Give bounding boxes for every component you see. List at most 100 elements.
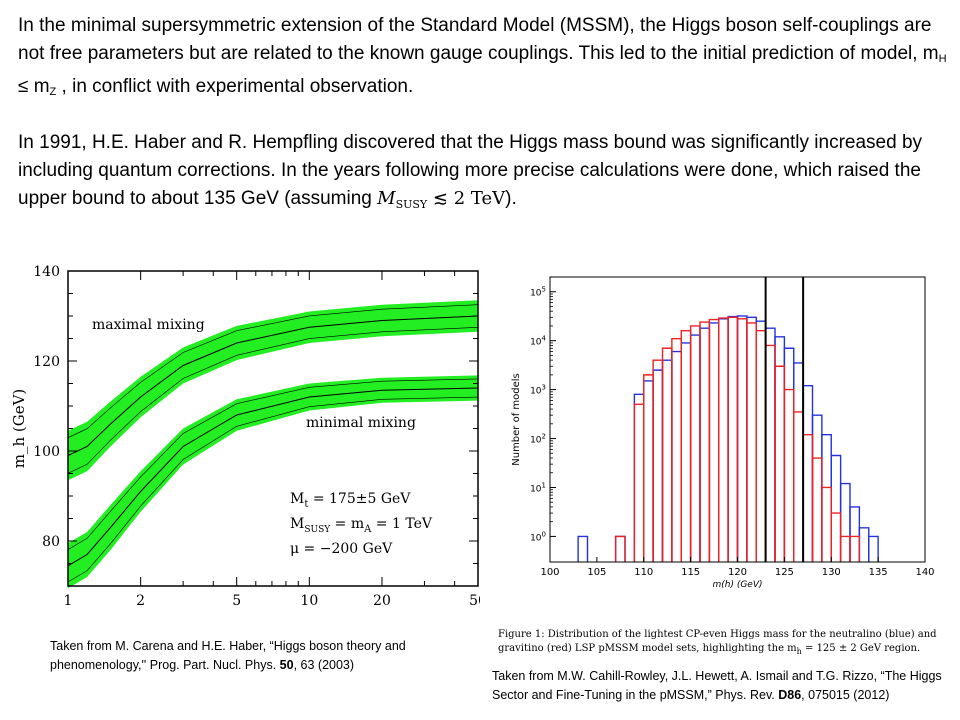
histogram-bin-gravitino bbox=[839, 535, 851, 562]
y-tick-label: 120 bbox=[33, 354, 60, 370]
histogram-bin-neutralino bbox=[614, 535, 626, 562]
left-cite-journal: Prog. Part. Nucl. Phys. bbox=[149, 658, 280, 672]
histogram-bin-gravitino bbox=[643, 374, 654, 562]
higgs-mass-vs-tanbeta-chart: 80100120140125102050tan βm_h (GeV) maxim… bbox=[10, 264, 480, 609]
y-tick-label: 102 bbox=[530, 433, 546, 446]
histogram-bin-gravitino bbox=[821, 486, 832, 562]
history-paragraph: In 1991, H.E. Haber and R. Hempfling dis… bbox=[18, 129, 948, 219]
histogram-bin-gravitino bbox=[633, 403, 645, 562]
x-tick-label: 1 bbox=[64, 593, 73, 609]
x-tick-label: 110 bbox=[634, 567, 653, 578]
histogram-bin-neutralino bbox=[830, 454, 842, 562]
histogram-bin-neutralino bbox=[652, 369, 664, 562]
intro-sub-z: Z bbox=[49, 86, 57, 98]
x-tick-label: 125 bbox=[775, 567, 794, 578]
histogram-bin-gravitino bbox=[793, 411, 804, 562]
histogram-bin-neutralino bbox=[736, 315, 748, 562]
edge-line-0-0 bbox=[67, 304, 479, 438]
histogram-bin-neutralino bbox=[858, 527, 870, 562]
x-tick-label: 135 bbox=[869, 567, 888, 578]
x-tick-label: 105 bbox=[587, 567, 606, 578]
histogram-bin-gravitino bbox=[746, 322, 757, 562]
histogram-bin-neutralino bbox=[811, 414, 823, 562]
histogram-bin-neutralino bbox=[699, 327, 711, 562]
msusy-math: MSUSY ≲ 2 TeV bbox=[377, 188, 506, 211]
y-tick-label: 103 bbox=[530, 384, 546, 397]
histogram-bin-gravitino bbox=[708, 318, 720, 562]
histogram-bin-neutralino bbox=[689, 334, 701, 562]
histogram-bin-gravitino bbox=[830, 512, 842, 562]
histogram-bin-gravitino bbox=[783, 388, 795, 562]
math-rest: ≲ 2 TeV bbox=[427, 188, 506, 209]
x-tick-label: 20 bbox=[373, 593, 391, 609]
x-tick-label: 50 bbox=[469, 593, 480, 609]
histogram-bin-neutralino bbox=[633, 393, 645, 562]
y-tick-label: 101 bbox=[530, 481, 546, 494]
histogram-bin-gravitino bbox=[718, 317, 729, 562]
intro-leq: ≤ m bbox=[18, 76, 50, 97]
annotation-mu: μ = −200 GeV bbox=[290, 541, 393, 557]
x-tick-label: 5 bbox=[232, 593, 241, 609]
band-layer bbox=[68, 300, 478, 589]
histogram-bin-gravitino bbox=[736, 318, 748, 562]
math-sub-susy: SUSY bbox=[395, 198, 428, 211]
annotation-mt: Mt = 175±5 GeV bbox=[290, 491, 411, 510]
right-cite-title: Taken from M.W. Cahill-Rowley, J.L. Hewe… bbox=[492, 669, 942, 702]
histogram-bin-gravitino bbox=[661, 347, 673, 562]
left-cite-title: Taken from M. Carena and H.E. Haber, “Hi… bbox=[50, 639, 406, 672]
y-tick-label: 100 bbox=[33, 444, 60, 460]
x-tick-label: 120 bbox=[728, 567, 747, 578]
histogram-bin-neutralino bbox=[755, 320, 767, 562]
histogram-bin-neutralino bbox=[577, 535, 589, 562]
histogram-bin-neutralino bbox=[868, 535, 879, 562]
histogram-bin-neutralino bbox=[783, 347, 795, 562]
figure-1-sub: h bbox=[796, 647, 802, 656]
axes-layer: 100 105 110 115 120 125 130 135 140 100 101 102 103 1… bbox=[511, 276, 935, 590]
math-m: M bbox=[377, 188, 396, 209]
axes-layer: 80100120140125102050tan βm_h (GeV) bbox=[10, 264, 480, 609]
y-tick-label: 140 bbox=[33, 264, 60, 280]
figure-1-end: = 125 ± 2 GeV region. bbox=[801, 643, 921, 654]
histogram-bin-gravitino bbox=[680, 329, 692, 562]
y-axis-label: m_h (GeV) bbox=[10, 389, 28, 469]
higgs-mass-distribution-histogram: 100 105 110 115 120 125 130 135 140 100 101 102 103 1… bbox=[511, 276, 935, 590]
histogram-bin-gravitino bbox=[689, 325, 701, 562]
x-axis-label: m(h) (GeV) bbox=[712, 580, 762, 590]
histogram-bin-neutralino bbox=[727, 315, 739, 562]
histogram-bin-neutralino bbox=[839, 482, 851, 562]
line-layer bbox=[67, 304, 479, 583]
histogram-bin-neutralino bbox=[821, 433, 832, 562]
y-tick-label: 100 bbox=[530, 530, 546, 543]
histogram-bin-gravitino bbox=[671, 337, 682, 562]
x-tick-label: 2 bbox=[136, 593, 145, 609]
intro-sub-h: H bbox=[938, 53, 947, 65]
figure-1-text: Figure 1: Distribution of the lightest C… bbox=[498, 629, 937, 654]
y-tick-label: 104 bbox=[530, 335, 546, 348]
histogram-bin-neutralino bbox=[671, 350, 682, 562]
right-cite-volume: D86 bbox=[778, 688, 802, 702]
central-line-1 bbox=[67, 387, 479, 567]
right-chart-citation: Taken from M.W. Cahill-Rowley, J.L. Hewe… bbox=[492, 667, 947, 705]
histogram-bin-gravitino bbox=[774, 365, 786, 562]
intro-end: , in conflict with experimental observat… bbox=[56, 76, 414, 97]
x-tick-label: 100 bbox=[540, 567, 559, 578]
left-chart-citation: Taken from M. Carena and H.E. Haber, “Hi… bbox=[50, 637, 470, 675]
histogram-bin-neutralino bbox=[680, 342, 692, 562]
histogram-bin-neutralino bbox=[643, 380, 654, 562]
x-tick-label: 115 bbox=[681, 567, 700, 578]
histogram-bin-neutralino bbox=[718, 318, 729, 562]
histogram-bin-gravitino bbox=[652, 359, 664, 562]
histogram-bin-gravitino bbox=[764, 344, 776, 562]
histogram-bin-neutralino bbox=[708, 322, 720, 562]
x-tick-label: 10 bbox=[300, 593, 318, 609]
histogram-bin-neutralino bbox=[802, 385, 814, 562]
histogram-layer bbox=[577, 315, 879, 562]
left-cite-volume: 50 bbox=[279, 658, 294, 672]
histogram-bin-gravitino bbox=[811, 457, 823, 562]
edge-line-0-1 bbox=[67, 327, 479, 474]
intro-text: In the minimal supersymmetric extension … bbox=[18, 15, 939, 64]
x-tick-label: 140 bbox=[915, 567, 934, 578]
histogram-bin-gravitino bbox=[699, 321, 711, 562]
series-label-maximal: maximal mixing bbox=[92, 317, 205, 333]
histogram-bin-neutralino bbox=[849, 506, 861, 562]
